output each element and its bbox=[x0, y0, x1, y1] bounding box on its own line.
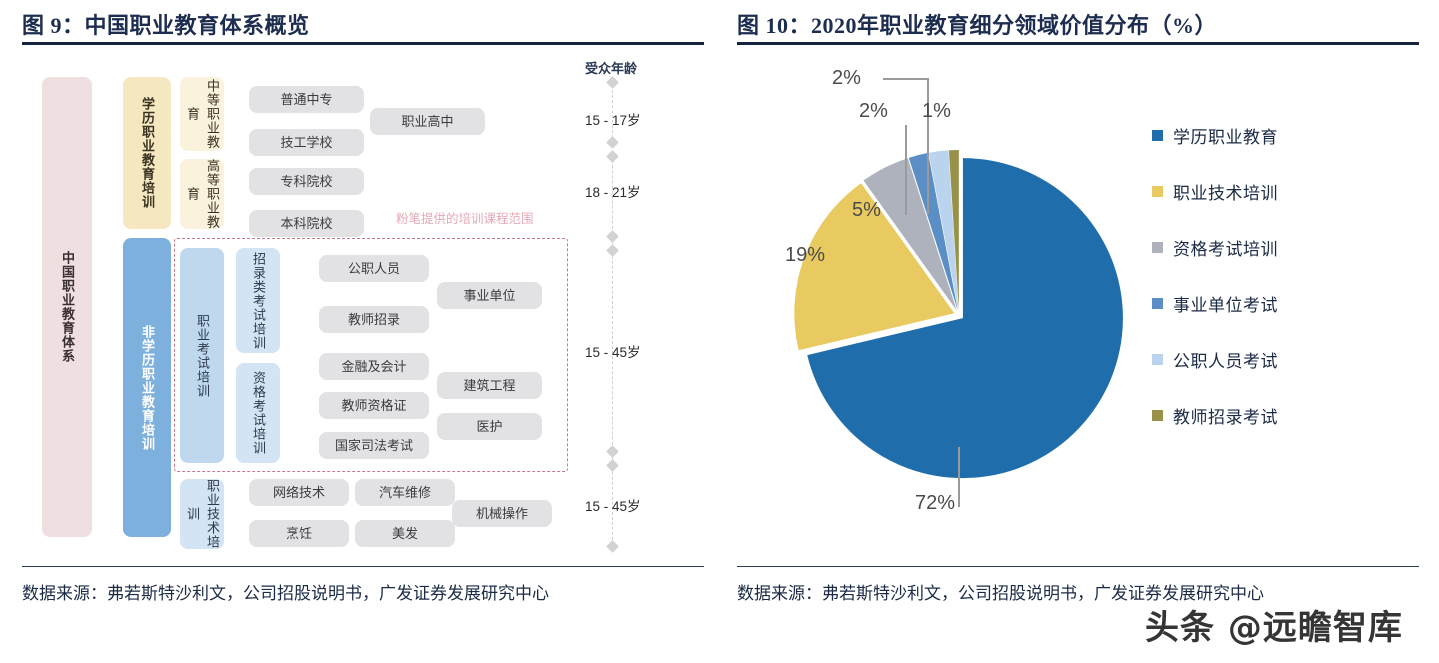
pie-chart bbox=[737, 52, 1157, 557]
age-axis-marker bbox=[606, 150, 619, 163]
legend-swatch-icon bbox=[1152, 353, 1163, 365]
leaf-item-17[interactable]: 美发 bbox=[355, 520, 455, 547]
fenbi-scope-annotation: 粉笔提供的培训课程范围 bbox=[396, 212, 534, 226]
pie-svg bbox=[794, 150, 1123, 479]
pie-label-3: 2% bbox=[859, 100, 888, 122]
leaf-item-8[interactable]: 金融及会计 bbox=[319, 353, 429, 380]
node-category-2[interactable]: 职业考试培训 bbox=[180, 248, 224, 463]
legend-label-4: 公职人员考试 bbox=[1173, 351, 1278, 371]
legend-swatch-icon bbox=[1152, 241, 1163, 253]
legend-swatch-icon bbox=[1152, 409, 1163, 421]
legend-label-2: 资格考试培训 bbox=[1173, 239, 1278, 259]
age-axis-line bbox=[612, 80, 613, 550]
legend-item-2[interactable]: 资格考试培训 bbox=[1152, 219, 1417, 275]
age-axis-header: 受众年龄 bbox=[585, 61, 638, 76]
leaf-item-7[interactable]: 教师招录 bbox=[319, 306, 429, 333]
age-axis-marker bbox=[606, 540, 619, 553]
figure-10-chart: 72% 19% 5% 2% 2% 1% 学历职业教育 职业技术培训 资格考试培训 bbox=[737, 52, 1419, 557]
figure-9-source: 数据来源：弗若斯特沙利文，公司招股说明书，广发证券发展研究中心 bbox=[22, 584, 549, 603]
legend-item-0[interactable]: 学历职业教育 bbox=[1152, 107, 1417, 163]
age-axis-marker bbox=[606, 136, 619, 149]
pie-leader-3 bbox=[905, 125, 907, 215]
pie-slice-group bbox=[794, 150, 1123, 479]
node-subcategory-1[interactable]: 资格考试培训 bbox=[236, 363, 280, 463]
leaf-item-1[interactable]: 技工学校 bbox=[249, 129, 364, 156]
pie-slice-0[interactable] bbox=[807, 158, 1123, 479]
pie-leader-0 bbox=[958, 447, 960, 507]
node-root[interactable]: 中国职业教育体系 bbox=[42, 77, 92, 537]
leaf-item-3[interactable]: 专科院校 bbox=[249, 168, 364, 195]
legend-item-4[interactable]: 公职人员考试 bbox=[1152, 331, 1417, 387]
pie-legend: 学历职业教育 职业技术培训 资格考试培训 事业单位考试 公职人员考试 教师招录考… bbox=[1152, 107, 1417, 443]
node-subcategory-0[interactable]: 招录类考试培训 bbox=[236, 248, 280, 353]
pie-slice-5[interactable] bbox=[948, 150, 959, 311]
age-axis-marker bbox=[606, 230, 619, 243]
fenbi-scope-dashed-box bbox=[174, 238, 568, 472]
leaf-item-12[interactable]: 国家司法考试 bbox=[319, 432, 429, 459]
node-category-0[interactable]: 中等职业教育 bbox=[180, 77, 224, 151]
figure-9-diagram: 粉笔提供的培训课程范围 中国职业教育体系 学历职业教育培训 非学历职业教育培训 … bbox=[22, 52, 704, 557]
age-axis-label-2: 15 - 45岁 bbox=[585, 345, 641, 360]
figure-10-panel: 图 10：2020年职业教育细分领域价值分布（%） 72% 19% 5% 2% … bbox=[737, 0, 1439, 663]
legend-swatch-icon bbox=[1152, 129, 1163, 141]
leaf-item-4[interactable]: 本科院校 bbox=[249, 210, 364, 237]
leaf-item-13[interactable]: 网络技术 bbox=[249, 479, 349, 506]
age-axis-marker bbox=[606, 459, 619, 472]
legend-label-0: 学历职业教育 bbox=[1173, 127, 1278, 147]
figure-9-title-rule bbox=[22, 42, 704, 45]
leaf-item-2[interactable]: 职业高中 bbox=[370, 108, 485, 135]
age-axis-marker bbox=[606, 445, 619, 458]
leaf-item-14[interactable]: 汽车维修 bbox=[355, 479, 455, 506]
leaf-item-5[interactable]: 公职人员 bbox=[319, 255, 429, 282]
figure-9-panel: 图 9：中国职业教育体系概览 粉笔提供的培训课程范围 中国职业教育体系 学历职业… bbox=[22, 0, 727, 663]
pie-slice-1[interactable] bbox=[794, 183, 955, 351]
legend-label-3: 事业单位考试 bbox=[1173, 295, 1278, 315]
legend-item-3[interactable]: 事业单位考试 bbox=[1152, 275, 1417, 331]
leaf-item-10[interactable]: 教师资格证 bbox=[319, 392, 429, 419]
legend-label-5: 教师招录考试 bbox=[1173, 407, 1278, 427]
figure-9-title: 图 9：中国职业教育体系概览 bbox=[22, 13, 310, 38]
figure-10-title: 图 10：2020年职业教育细分领域价值分布（%） bbox=[737, 13, 1218, 38]
age-axis-label-1: 18 - 21岁 bbox=[585, 185, 641, 200]
node-category-3[interactable]: 职业技术培训 bbox=[180, 479, 224, 549]
node-branch-0[interactable]: 学历职业教育培训 bbox=[123, 77, 171, 229]
pie-leader-4b bbox=[927, 78, 929, 214]
pie-leader-4a bbox=[883, 78, 929, 80]
pie-label-2: 5% bbox=[852, 199, 881, 221]
watermark: 头条 @远瞻智库 bbox=[1145, 608, 1403, 648]
leaf-item-0[interactable]: 普通中专 bbox=[249, 86, 364, 113]
figure-9-footer-rule bbox=[22, 566, 704, 567]
leaf-item-11[interactable]: 医护 bbox=[437, 413, 542, 440]
legend-swatch-icon bbox=[1152, 297, 1163, 309]
pie-label-0: 72% bbox=[915, 492, 956, 514]
age-axis-label-3: 15 - 45岁 bbox=[585, 499, 641, 514]
legend-item-5[interactable]: 教师招录考试 bbox=[1152, 387, 1417, 443]
age-axis-label-0: 15 - 17岁 bbox=[585, 113, 641, 128]
pie-slice-3[interactable] bbox=[908, 152, 958, 311]
age-axis-marker bbox=[606, 244, 619, 257]
pie-slice-4[interactable] bbox=[928, 150, 959, 311]
figure-10-source: 数据来源：弗若斯特沙利文，公司招股说明书，广发证券发展研究中心 bbox=[737, 584, 1264, 603]
age-axis-marker bbox=[606, 76, 619, 89]
pie-label-4: 2% bbox=[832, 67, 861, 89]
figure-10-title-rule bbox=[737, 42, 1419, 45]
node-category-1[interactable]: 高等职业教育 bbox=[180, 159, 224, 229]
legend-swatch-icon bbox=[1152, 185, 1163, 197]
pie-slice-2[interactable] bbox=[863, 158, 957, 311]
leaf-item-15[interactable]: 机械操作 bbox=[452, 500, 552, 527]
leaf-item-16[interactable]: 烹饪 bbox=[249, 520, 349, 547]
legend-item-1[interactable]: 职业技术培训 bbox=[1152, 163, 1417, 219]
pie-label-5: 1% bbox=[922, 100, 951, 122]
leaf-item-9[interactable]: 建筑工程 bbox=[437, 372, 542, 399]
node-branch-1[interactable]: 非学历职业教育培训 bbox=[123, 238, 171, 537]
leaf-item-6[interactable]: 事业单位 bbox=[437, 282, 542, 309]
figure-10-footer-rule bbox=[737, 566, 1419, 567]
legend-label-1: 职业技术培训 bbox=[1173, 183, 1278, 203]
pie-label-1: 19% bbox=[785, 244, 826, 266]
